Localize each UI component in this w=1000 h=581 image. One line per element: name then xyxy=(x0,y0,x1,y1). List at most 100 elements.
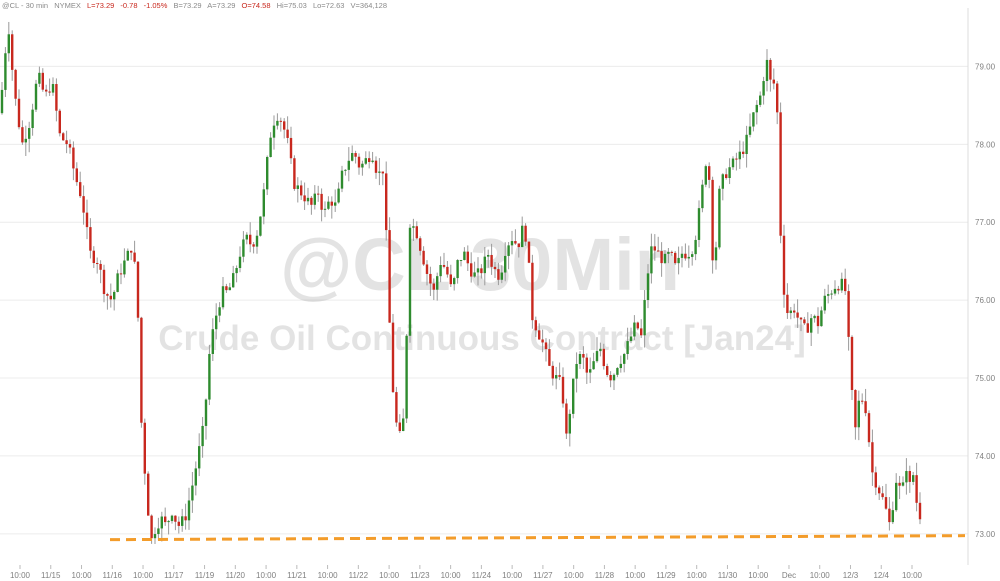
candle-body xyxy=(327,201,330,209)
candle-body xyxy=(330,201,333,206)
candle-body xyxy=(272,125,276,138)
ticker-change: -0.78 xyxy=(120,1,138,10)
candle-body xyxy=(568,413,571,434)
candle-body xyxy=(901,482,905,486)
candle-body xyxy=(765,59,769,82)
candle-body xyxy=(786,294,789,314)
candle-body xyxy=(14,69,17,99)
candle-body xyxy=(871,442,874,473)
candle-body xyxy=(650,246,653,274)
candle-body xyxy=(691,254,694,257)
ticker-low: Lo=72.63 xyxy=(312,1,345,10)
candle-body xyxy=(164,516,167,523)
candle-body xyxy=(776,83,779,113)
candle-body xyxy=(313,193,316,205)
candle-body xyxy=(806,323,809,333)
candle-body xyxy=(238,256,242,269)
candle-body xyxy=(361,163,364,168)
candle-body xyxy=(905,471,908,483)
candle-body xyxy=(915,475,918,503)
candle-body xyxy=(405,335,408,419)
candle-body xyxy=(864,401,867,414)
x-tick-label: 11/28 xyxy=(595,571,615,580)
candle-body xyxy=(677,257,680,264)
candle-body xyxy=(106,294,109,296)
candle-body xyxy=(347,160,350,170)
candle-body xyxy=(255,235,259,247)
candle-body xyxy=(558,375,561,377)
candle-body xyxy=(912,475,915,482)
ticker-high: Hi=75.03 xyxy=(276,1,307,10)
candle-body xyxy=(136,261,140,318)
candle-body xyxy=(334,202,337,206)
candle-body xyxy=(585,357,588,373)
candle-body xyxy=(881,493,884,498)
candle-body xyxy=(538,330,541,340)
candle-body xyxy=(735,158,738,160)
candle-body xyxy=(34,83,38,110)
candle-body xyxy=(378,171,381,173)
candle-body xyxy=(898,482,901,486)
candle-body xyxy=(599,348,602,352)
candle-body xyxy=(170,515,174,522)
candle-body xyxy=(286,129,289,138)
x-tick-label: 12/3 xyxy=(843,571,859,580)
candle-body xyxy=(303,195,306,202)
x-tick-label: 11/21 xyxy=(287,571,307,580)
candle-body xyxy=(391,322,395,393)
candle-body xyxy=(116,273,119,292)
candle-body xyxy=(606,366,609,376)
x-axis: 10:00 11/15 10:00 11/16 10:00 11/17 11/19 11/20… xyxy=(10,565,923,580)
candle-body xyxy=(548,349,551,366)
candle-body xyxy=(102,269,106,295)
candle-body xyxy=(191,485,194,501)
candle-body xyxy=(531,262,534,321)
candle-body xyxy=(293,158,296,189)
candle-body xyxy=(823,295,826,311)
candle-body xyxy=(874,472,877,488)
candle-body xyxy=(663,253,667,264)
candle-body xyxy=(772,79,775,84)
candle-body xyxy=(17,98,21,128)
candle-body xyxy=(490,254,493,267)
x-tick-label: 11/16 xyxy=(103,571,123,580)
candle-body xyxy=(402,418,405,432)
candle-body xyxy=(704,166,707,185)
candle-body xyxy=(266,156,269,190)
x-tick-label: 11/30 xyxy=(718,571,738,580)
candle-body xyxy=(419,238,422,251)
candle-body xyxy=(194,468,197,486)
candle-body xyxy=(317,193,320,195)
candle-body xyxy=(524,225,527,242)
candle-body xyxy=(725,174,728,179)
candle-body xyxy=(381,171,384,174)
x-tick-label: 10:00 xyxy=(133,571,154,580)
candle-body xyxy=(684,253,687,259)
candle-body xyxy=(895,482,898,511)
candle-body xyxy=(592,361,595,370)
candle-body xyxy=(320,193,323,210)
candle-body xyxy=(514,241,517,244)
candle-body xyxy=(439,265,442,277)
candle-body xyxy=(500,272,503,280)
candle-body xyxy=(595,351,599,362)
candle-body xyxy=(92,250,95,264)
ticker-exchange: NYMEX xyxy=(54,1,81,10)
y-tick-label: 79.00 xyxy=(975,62,996,71)
x-tick-label: 11/19 xyxy=(195,571,215,580)
candle-body xyxy=(89,227,92,251)
ticker-symbol: @CL - 30 min xyxy=(2,1,49,10)
candle-body xyxy=(888,508,891,523)
candle-body xyxy=(269,137,272,157)
candle-body xyxy=(150,515,153,539)
candle-body xyxy=(130,250,133,253)
candle-body xyxy=(884,497,888,509)
candle-body xyxy=(708,166,711,180)
candle-body xyxy=(300,185,303,196)
x-tick-label: 11/20 xyxy=(226,571,246,580)
candle-body xyxy=(497,269,500,280)
candle-body xyxy=(249,234,252,245)
ticker-info-line: @CL - 30 min NYMEX L=73.29 -0.78 -1.05% … xyxy=(2,1,391,10)
x-tick-label: 12/4 xyxy=(873,571,889,580)
